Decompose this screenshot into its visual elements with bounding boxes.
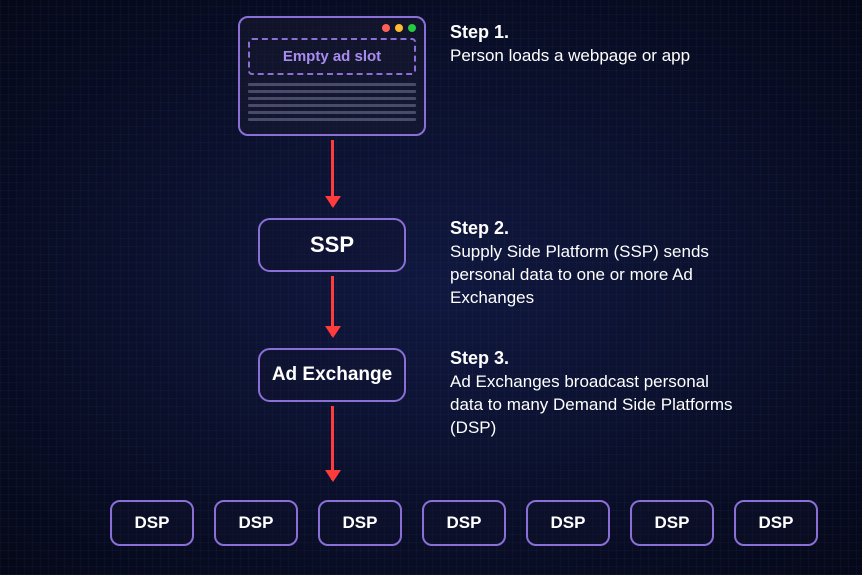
page-text-line — [248, 111, 416, 114]
step-3-text: Step 3. Ad Exchanges broadcast personal … — [450, 348, 740, 440]
step-1-title: Step 1. — [450, 22, 740, 43]
step-3-desc: Ad Exchanges broadcast personal data to … — [450, 371, 740, 440]
page-text-line — [248, 104, 416, 107]
dsp-node: DSP — [318, 500, 402, 546]
ad-exchange-label: Ad Exchange — [272, 364, 392, 386]
dsp-node: DSP — [214, 500, 298, 546]
step-1-desc: Person loads a webpage or app — [450, 45, 740, 68]
step-2-text: Step 2. Supply Side Platform (SSP) sends… — [450, 218, 740, 310]
arrow-ssp-to-adexchange — [331, 276, 334, 336]
dsp-row: DSP DSP DSP DSP DSP DSP DSP — [110, 500, 818, 546]
arrow-adexchange-to-dsp — [331, 406, 334, 480]
step-1-text: Step 1. Person loads a webpage or app — [450, 22, 740, 68]
browser-window-node: Empty ad slot — [238, 16, 426, 136]
page-text-line — [248, 118, 416, 121]
dsp-node: DSP — [526, 500, 610, 546]
page-text-line — [248, 97, 416, 100]
step-2-desc: Supply Side Platform (SSP) sends persona… — [450, 241, 740, 310]
traffic-light-yellow-icon — [395, 24, 403, 32]
window-traffic-lights — [248, 24, 416, 32]
empty-ad-slot: Empty ad slot — [248, 38, 416, 75]
ad-exchange-node: Ad Exchange — [258, 348, 406, 402]
dsp-node: DSP — [422, 500, 506, 546]
traffic-light-red-icon — [382, 24, 390, 32]
ssp-node: SSP — [258, 218, 406, 272]
page-text-line — [248, 83, 416, 86]
step-2-title: Step 2. — [450, 218, 740, 239]
arrow-browser-to-ssp — [331, 140, 334, 206]
dsp-node: DSP — [110, 500, 194, 546]
traffic-light-green-icon — [408, 24, 416, 32]
page-text-line — [248, 90, 416, 93]
page-text-lines — [248, 83, 416, 121]
step-3-title: Step 3. — [450, 348, 740, 369]
dsp-node: DSP — [734, 500, 818, 546]
dsp-node: DSP — [630, 500, 714, 546]
ssp-label: SSP — [310, 232, 354, 258]
